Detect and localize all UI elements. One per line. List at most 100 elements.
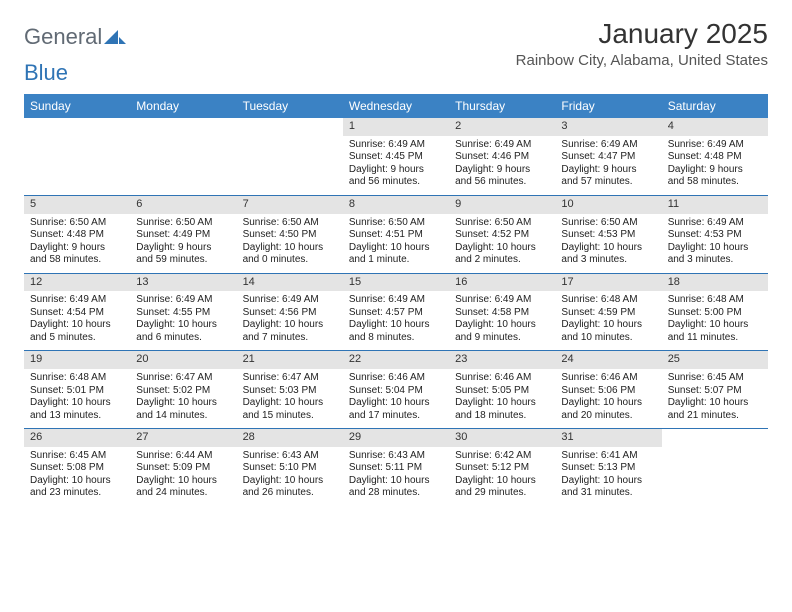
day-cell: 18Sunrise: 6:48 AMSunset: 5:00 PMDayligh…	[662, 274, 768, 351]
day-day1: Daylight: 10 hours	[561, 242, 655, 255]
day-day1: Daylight: 10 hours	[136, 319, 230, 332]
day-sunset: Sunset: 5:01 PM	[30, 385, 124, 398]
day-day2: and 17 minutes.	[349, 410, 443, 423]
day-sunset: Sunset: 5:12 PM	[455, 462, 549, 475]
logo: GeneralBlue	[24, 24, 126, 86]
day-body: Sunrise: 6:50 AMSunset: 4:53 PMDaylight:…	[555, 214, 661, 273]
day-body: Sunrise: 6:43 AMSunset: 5:10 PMDaylight:…	[237, 447, 343, 506]
day-body: Sunrise: 6:45 AMSunset: 5:07 PMDaylight:…	[662, 369, 768, 428]
day-cell: 13Sunrise: 6:49 AMSunset: 4:55 PMDayligh…	[130, 274, 236, 351]
day-day2: and 1 minute.	[349, 254, 443, 267]
day-sunrise: Sunrise: 6:42 AM	[455, 450, 549, 463]
day-day2: and 28 minutes.	[349, 487, 443, 500]
day-day2: and 29 minutes.	[455, 487, 549, 500]
day-number: 16	[449, 274, 555, 292]
day-day1: Daylight: 9 hours	[136, 242, 230, 255]
day-day2: and 20 minutes.	[561, 410, 655, 423]
day-number: 24	[555, 351, 661, 369]
day-cell: 7Sunrise: 6:50 AMSunset: 4:50 PMDaylight…	[237, 196, 343, 273]
day-day1: Daylight: 10 hours	[561, 319, 655, 332]
day-cell: 31Sunrise: 6:41 AMSunset: 5:13 PMDayligh…	[555, 429, 661, 506]
day-day1: Daylight: 10 hours	[30, 475, 124, 488]
week-row: 1Sunrise: 6:49 AMSunset: 4:45 PMDaylight…	[24, 118, 768, 196]
day-body: Sunrise: 6:46 AMSunset: 5:06 PMDaylight:…	[555, 369, 661, 428]
day-day1: Daylight: 10 hours	[455, 319, 549, 332]
day-number: 18	[662, 274, 768, 292]
day-number: 13	[130, 274, 236, 292]
day-day2: and 58 minutes.	[30, 254, 124, 267]
weekday-header: Tuesday	[237, 94, 343, 118]
day-day1: Daylight: 10 hours	[243, 319, 337, 332]
day-sunrise: Sunrise: 6:50 AM	[349, 217, 443, 230]
page-header: GeneralBlue January 2025 Rainbow City, A…	[24, 18, 768, 86]
day-sunrise: Sunrise: 6:48 AM	[668, 294, 762, 307]
day-sunrise: Sunrise: 6:50 AM	[30, 217, 124, 230]
day-day2: and 57 minutes.	[561, 176, 655, 189]
day-body: Sunrise: 6:50 AMSunset: 4:49 PMDaylight:…	[130, 214, 236, 273]
day-day2: and 0 minutes.	[243, 254, 337, 267]
day-day2: and 3 minutes.	[561, 254, 655, 267]
day-number: 27	[130, 429, 236, 447]
day-sunrise: Sunrise: 6:49 AM	[30, 294, 124, 307]
day-sunset: Sunset: 5:07 PM	[668, 385, 762, 398]
day-sunrise: Sunrise: 6:45 AM	[30, 450, 124, 463]
day-number: 28	[237, 429, 343, 447]
day-sunset: Sunset: 4:52 PM	[455, 229, 549, 242]
weekday-header-row: Sunday Monday Tuesday Wednesday Thursday…	[24, 94, 768, 118]
day-sunset: Sunset: 5:10 PM	[243, 462, 337, 475]
logo-word-2: Blue	[24, 60, 68, 85]
day-sunset: Sunset: 4:59 PM	[561, 307, 655, 320]
day-day2: and 24 minutes.	[136, 487, 230, 500]
day-sunrise: Sunrise: 6:49 AM	[455, 294, 549, 307]
day-day1: Daylight: 10 hours	[455, 397, 549, 410]
day-cell: 3Sunrise: 6:49 AMSunset: 4:47 PMDaylight…	[555, 118, 661, 195]
day-number: 17	[555, 274, 661, 292]
day-sunrise: Sunrise: 6:49 AM	[561, 139, 655, 152]
day-sunrise: Sunrise: 6:47 AM	[136, 372, 230, 385]
day-number: 10	[555, 196, 661, 214]
day-day1: Daylight: 10 hours	[243, 397, 337, 410]
day-body: Sunrise: 6:50 AMSunset: 4:50 PMDaylight:…	[237, 214, 343, 273]
day-day1: Daylight: 10 hours	[561, 475, 655, 488]
day-cell	[24, 118, 130, 195]
day-body: Sunrise: 6:48 AMSunset: 4:59 PMDaylight:…	[555, 291, 661, 350]
day-sunset: Sunset: 4:47 PM	[561, 151, 655, 164]
day-number: 30	[449, 429, 555, 447]
day-day2: and 14 minutes.	[136, 410, 230, 423]
day-body: Sunrise: 6:46 AMSunset: 5:05 PMDaylight:…	[449, 369, 555, 428]
day-sunrise: Sunrise: 6:49 AM	[668, 139, 762, 152]
day-number: 26	[24, 429, 130, 447]
day-cell: 15Sunrise: 6:49 AMSunset: 4:57 PMDayligh…	[343, 274, 449, 351]
day-body: Sunrise: 6:46 AMSunset: 5:04 PMDaylight:…	[343, 369, 449, 428]
day-number: 6	[130, 196, 236, 214]
day-body: Sunrise: 6:47 AMSunset: 5:02 PMDaylight:…	[130, 369, 236, 428]
day-cell: 16Sunrise: 6:49 AMSunset: 4:58 PMDayligh…	[449, 274, 555, 351]
day-body: Sunrise: 6:49 AMSunset: 4:55 PMDaylight:…	[130, 291, 236, 350]
day-day2: and 59 minutes.	[136, 254, 230, 267]
day-number: 5	[24, 196, 130, 214]
day-day1: Daylight: 10 hours	[349, 475, 443, 488]
day-day1: Daylight: 10 hours	[243, 475, 337, 488]
day-sunset: Sunset: 5:02 PM	[136, 385, 230, 398]
day-day1: Daylight: 9 hours	[349, 164, 443, 177]
day-number: 31	[555, 429, 661, 447]
day-body: Sunrise: 6:49 AMSunset: 4:45 PMDaylight:…	[343, 136, 449, 195]
title-block: January 2025 Rainbow City, Alabama, Unit…	[516, 18, 768, 69]
day-day2: and 9 minutes.	[455, 332, 549, 345]
day-body: Sunrise: 6:49 AMSunset: 4:46 PMDaylight:…	[449, 136, 555, 195]
day-sunset: Sunset: 4:50 PM	[243, 229, 337, 242]
day-number: 3	[555, 118, 661, 136]
day-sunset: Sunset: 4:57 PM	[349, 307, 443, 320]
day-cell	[662, 429, 768, 506]
day-cell: 14Sunrise: 6:49 AMSunset: 4:56 PMDayligh…	[237, 274, 343, 351]
day-day1: Daylight: 10 hours	[455, 475, 549, 488]
day-number	[662, 429, 768, 445]
day-day1: Daylight: 10 hours	[668, 397, 762, 410]
day-number: 14	[237, 274, 343, 292]
day-number: 11	[662, 196, 768, 214]
day-number: 29	[343, 429, 449, 447]
day-sunrise: Sunrise: 6:46 AM	[455, 372, 549, 385]
day-number: 9	[449, 196, 555, 214]
day-cell	[237, 118, 343, 195]
day-sunset: Sunset: 5:08 PM	[30, 462, 124, 475]
